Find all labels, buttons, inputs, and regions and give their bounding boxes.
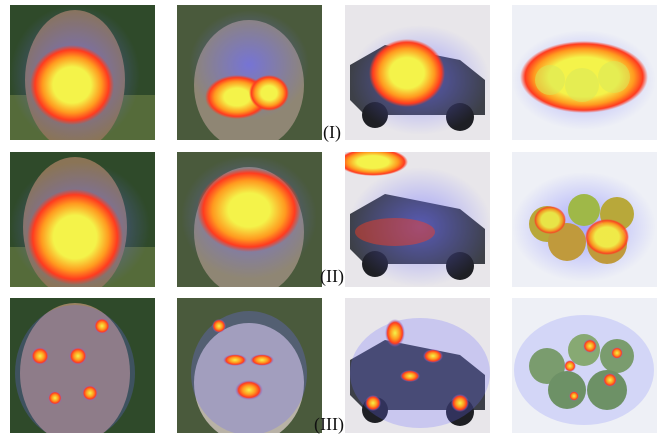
monkey-heatmap-row-2 [177, 152, 322, 287]
toy-car-heatmap-row-3 [345, 298, 490, 433]
apples-heatmap-row-3 [512, 298, 657, 433]
monkey-image [177, 298, 322, 433]
monkey-image [177, 152, 322, 287]
cougar-heatmap-row-2 [10, 152, 155, 287]
apples-image [512, 152, 657, 287]
apples-heatmap-row-1 [512, 5, 657, 140]
toy-car-heatmap-row-1 [345, 5, 490, 140]
monkey-heatmap-row-1 [177, 5, 322, 140]
cougar-image [10, 5, 155, 140]
monkey-image [177, 5, 322, 140]
apples-image [512, 5, 657, 140]
cougar-image [10, 298, 155, 433]
row-label-1: (I) [323, 122, 341, 142]
apples-heatmap-row-2 [512, 152, 657, 287]
toy-car-heatmap-row-2 [345, 152, 490, 287]
row-label-3: (III) [314, 414, 344, 434]
monkey-heatmap-row-3 [177, 298, 322, 433]
toy-car-image [345, 152, 490, 287]
toy-car-image [345, 5, 490, 140]
cougar-heatmap-row-1 [10, 5, 155, 140]
cougar-image [10, 152, 155, 287]
cougar-heatmap-row-3 [10, 298, 155, 433]
toy-car-image [345, 298, 490, 433]
apples-image [512, 298, 657, 433]
row-label-2: (II) [320, 266, 344, 286]
